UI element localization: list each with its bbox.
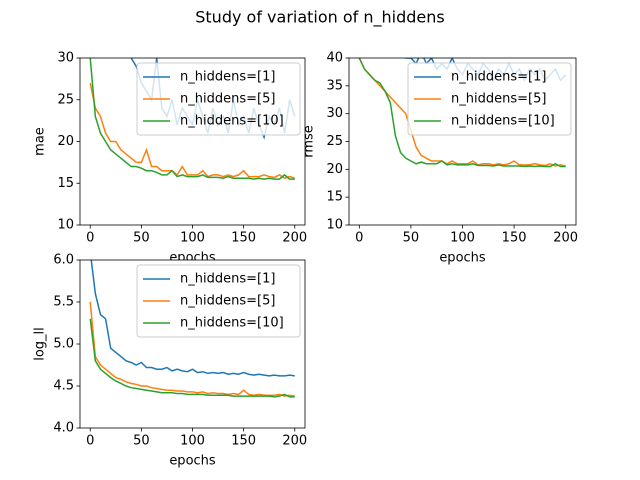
x-tick-label: 0 xyxy=(86,434,94,449)
y-tick-label: 6.0 xyxy=(53,253,74,268)
data-line xyxy=(89,82,296,180)
x-tick-label: 0 xyxy=(86,231,94,246)
legend-label: n_hiddens=[10] xyxy=(180,316,284,331)
legend-box xyxy=(407,62,572,136)
y-tick-label: 10 xyxy=(57,218,74,233)
legend-box xyxy=(136,264,301,338)
x-tick-label: 50 xyxy=(133,231,150,246)
data-line xyxy=(358,58,566,167)
plot-lines xyxy=(89,260,295,398)
legend-label: n_hiddens=[1] xyxy=(180,272,275,287)
x-tick-label: 50 xyxy=(403,231,420,246)
data-line xyxy=(90,260,295,377)
x-tick-label: 200 xyxy=(282,434,307,449)
subplot: 0 50 100 150 2001015202530epochsmaen_hiddens… xyxy=(33,51,308,266)
legend-label: n_hiddens=[10] xyxy=(451,114,555,129)
y-tick-label: 4.0 xyxy=(53,421,74,436)
data-line xyxy=(89,58,295,180)
legend-box xyxy=(136,62,301,136)
legend-label: n_hiddens=[5] xyxy=(451,92,546,107)
y-tick-label: 5.5 xyxy=(53,295,74,310)
y-axis-label: rmse xyxy=(302,125,317,158)
legend-label: n_hiddens=[1] xyxy=(180,70,275,85)
y-tick-label: 40 xyxy=(326,51,343,66)
y-tick-label: 20 xyxy=(326,162,343,177)
data-line xyxy=(358,58,566,168)
x-tick-label: 0 xyxy=(355,231,363,246)
x-tick-label: 150 xyxy=(502,231,527,246)
legend-label: n_hiddens=[10] xyxy=(180,114,284,129)
y-tick-label: 30 xyxy=(326,106,343,121)
x-tick-label: 100 xyxy=(180,231,205,246)
legend-label: n_hiddens=[1] xyxy=(451,70,546,85)
figure-title: Study of variation of n_hiddens xyxy=(195,8,445,28)
x-tick-label: 200 xyxy=(553,231,578,246)
y-tick-label: 15 xyxy=(326,190,343,205)
y-tick-label: 35 xyxy=(326,78,343,93)
subplot: 0 50 100 150 200 4.0 4.5 5.0 5.5 6.0 epochs log_ll n… xyxy=(33,253,308,469)
subplot: 0 50 100 150 200 10 15 20 25 30 35 40 epochs rmse n_hi… xyxy=(302,51,579,266)
legend-label: n_hiddens=[5] xyxy=(180,294,275,309)
y-tick-label: 10 xyxy=(326,218,343,233)
x-tick-label: 150 xyxy=(231,434,256,449)
legend-label: n_hiddens=[5] xyxy=(180,92,275,107)
y-axis-label: log_ll xyxy=(33,327,48,361)
x-tick-label: 100 xyxy=(180,434,205,449)
legend: n_hiddens=[1] n_hiddens=[5] n_hiddens=[10] xyxy=(136,264,301,338)
x-axis-label: epochs xyxy=(439,251,486,266)
y-axis-label: mae xyxy=(33,127,48,156)
x-tick-label: 50 xyxy=(133,434,150,449)
y-tick-label: 20 xyxy=(57,134,74,149)
y-tick-label: 5.0 xyxy=(53,337,74,352)
y-tick-label: 25 xyxy=(326,134,343,149)
legend: n_hiddens=[1] n_hiddens=[5] n_hiddens=[10] xyxy=(136,62,301,136)
y-tick-label: 25 xyxy=(57,92,74,107)
data-line xyxy=(89,318,295,398)
y-tick-label: 30 xyxy=(57,51,74,66)
legend: n_hiddens=[1] n_hiddens=[5] n_hiddens=[10] xyxy=(407,62,572,136)
x-axis-label: epochs xyxy=(169,454,216,469)
data-line xyxy=(89,301,295,397)
y-tick-label: 4.5 xyxy=(53,379,74,394)
y-tick-label: 15 xyxy=(57,176,74,191)
x-tick-label: 100 xyxy=(450,231,475,246)
x-tick-label: 150 xyxy=(231,231,256,246)
x-tick-label: 200 xyxy=(282,231,307,246)
